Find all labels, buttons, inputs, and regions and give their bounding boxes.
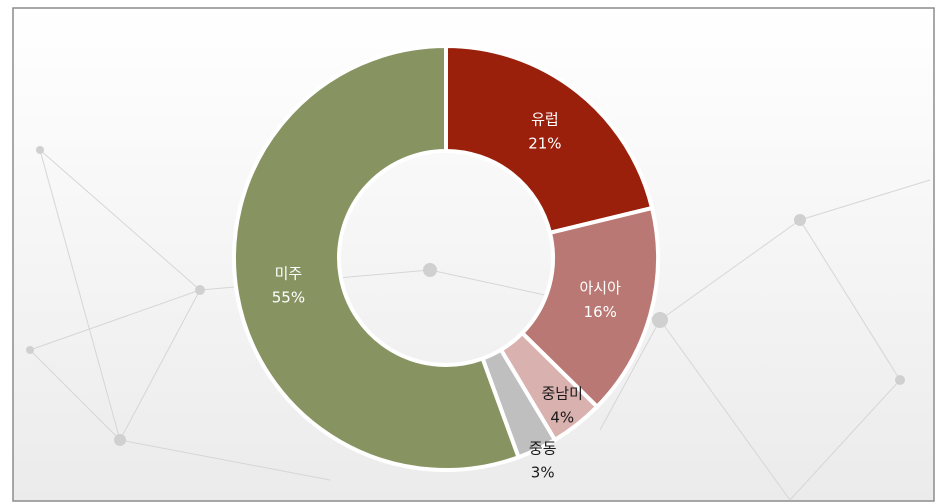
slice-label: 유럽: [531, 111, 559, 129]
slice-value-label: 55%: [272, 288, 305, 306]
pie-slice: [519, 205, 660, 410]
pie-slice: [444, 43, 655, 236]
slice-label: 미주: [275, 264, 303, 282]
slice-label: 중동: [529, 440, 557, 458]
slice-value-label: 21%: [528, 135, 561, 153]
slice-value-label: 4%: [550, 408, 574, 426]
slice-value-label: 3%: [531, 464, 555, 482]
slice-label: 아시아: [580, 279, 622, 297]
pie-slice: [232, 43, 522, 472]
slice-label: 중남미: [542, 384, 583, 402]
slice-value-label: 16%: [584, 303, 617, 321]
